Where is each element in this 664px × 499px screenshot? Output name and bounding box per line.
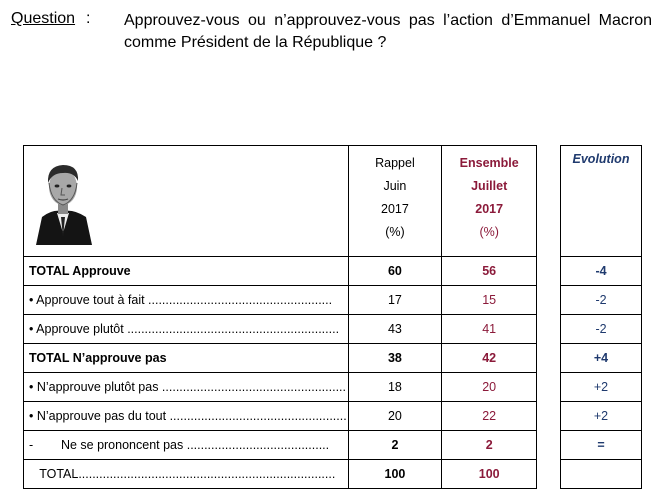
ensemble-value: 56 [441,256,537,286]
evolution-value [560,459,642,489]
rappel-value: 17 [347,285,443,315]
ensemble-value: 20 [441,372,537,402]
evolution-value: = [560,430,642,460]
table-row: TOTAL N’approuve pas 38 42 [23,343,537,373]
ensemble-header-line4: (%) [479,225,499,239]
rappel-value: 18 [347,372,443,402]
ensemble-value: 42 [441,343,537,373]
row-label: TOTAL...................................… [23,459,349,489]
row-label: - Ne se prononcent pas .................… [23,430,349,460]
row-label: • N’approuve pas du tout ...............… [23,401,349,431]
rappel-header-line4: (%) [385,225,405,239]
ensemble-value: 100 [441,459,537,489]
evolution-title: Evolution [572,152,630,166]
ensemble-header-line2: Juillet [471,179,508,193]
ensemble-header: Ensemble Juillet 2017 (%) [441,145,537,257]
question-text: Approuvez-vous ou n’approuvez-vous pas l… [124,12,652,51]
rappel-header-line1: Rappel [375,156,415,170]
table-row: • N’approuve pas du tout ...............… [23,401,537,431]
ensemble-header-line1: Ensemble [459,156,519,170]
rappel-value: 43 [347,314,443,344]
row-label: • Approuve tout à fait .................… [23,285,349,315]
table-row: • Approuve plutôt ......................… [23,314,537,344]
ensemble-header-line3: 2017 [475,202,504,216]
ensemble-value: 22 [441,401,537,431]
results-table: Rappel Juin 2017 (%) Ensemble Juillet 20… [23,145,537,489]
row-label: • N’approuve plutôt pas ................… [23,372,349,402]
evolution-value: +2 [560,372,642,402]
row-label: TOTAL N’approuve pas [23,343,349,373]
rappel-value: 100 [347,459,443,489]
evolution-value: +2 [560,401,642,431]
header-row: Rappel Juin 2017 (%) Ensemble Juillet 20… [23,145,537,257]
table-row: TOTAL Approuve 60 56 [23,256,537,286]
question-label: Question [11,10,76,27]
rappel-header: Rappel Juin 2017 (%) [347,145,443,257]
rappel-value: 60 [347,256,443,286]
evolution-value: -2 [560,314,642,344]
evolution-header: Evolution [560,145,642,257]
evolution-value: -2 [560,285,642,315]
evolution-value: -4 [560,256,642,286]
question-colon: : [86,10,91,27]
evolution-value: +4 [560,343,642,373]
table-row: - Ne se prononcent pas .................… [23,430,537,460]
row-label: TOTAL Approuve [23,256,349,286]
row-label: • Approuve plutôt ......................… [23,314,349,344]
rappel-value: 20 [347,401,443,431]
ensemble-value: 15 [441,285,537,315]
ensemble-value: 2 [441,430,537,460]
evolution-table: Evolution -4 -2 -2 +4 +2 +2 = [560,145,642,489]
table-row: • N’approuve plutôt pas ................… [23,372,537,402]
rappel-value: 2 [347,430,443,460]
portrait-cell [23,145,349,257]
portrait-photo [32,153,94,245]
rappel-header-line3: 2017 [381,202,409,216]
table-row: TOTAL...................................… [23,459,537,489]
table-row: • Approuve tout à fait .................… [23,285,537,315]
ensemble-value: 41 [441,314,537,344]
rappel-value: 38 [347,343,443,373]
rappel-header-line2: Juin [383,179,407,193]
